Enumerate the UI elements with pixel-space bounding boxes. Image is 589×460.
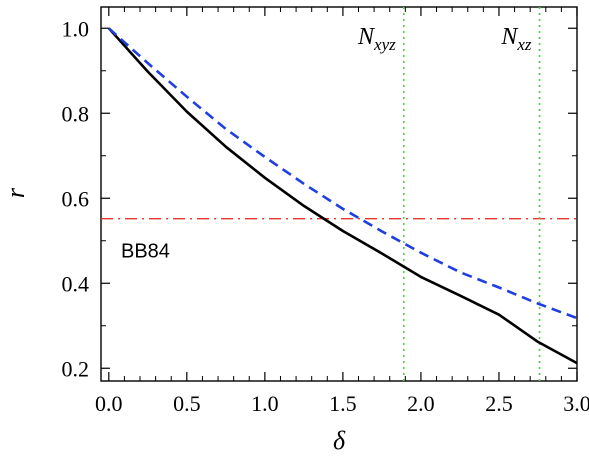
x-tick-label: 0.5 — [173, 391, 201, 416]
series-layer — [107, 27, 578, 365]
bb84-label: BB84 — [121, 241, 170, 263]
y-tick-label: 1.0 — [62, 16, 90, 41]
y-tick-label: 0.8 — [62, 101, 90, 126]
x-tick-label: 3.0 — [563, 391, 589, 416]
x-tick-label: 1.0 — [251, 391, 279, 416]
solid-curve — [107, 27, 578, 365]
x-tick-label: 0.0 — [95, 391, 123, 416]
dashed-curve — [107, 27, 578, 320]
vertical-line-label-subscript: xz — [516, 35, 532, 54]
x-tick-label: 2.0 — [407, 391, 435, 416]
axis-ticks — [101, 7, 578, 381]
y-axis-label: r — [1, 187, 30, 198]
annotations: BB84 Nxyz Nxz — [121, 24, 532, 263]
vertical-line-label: Nxyz — [357, 24, 396, 54]
y-tick-label: 0.6 — [62, 186, 90, 211]
tick-labels: 0.0 0.5 1.0 1.5 2.0 2.5 3.0 0.2 0.4 0.6 0.8 1.0 — [62, 16, 589, 416]
x-tick-label: 2.5 — [485, 391, 513, 416]
vertical-line-label-subscript: xyz — [373, 35, 396, 54]
y-tick-label: 0.2 — [62, 356, 90, 381]
y-tick-label: 0.4 — [62, 271, 90, 296]
x-axis-label: δ — [333, 426, 346, 455]
reference-lines — [101, 7, 577, 381]
x-tick-label: 1.5 — [329, 391, 357, 416]
plot-frame — [100, 6, 578, 382]
vertical-line-label: Nxz — [500, 24, 532, 54]
